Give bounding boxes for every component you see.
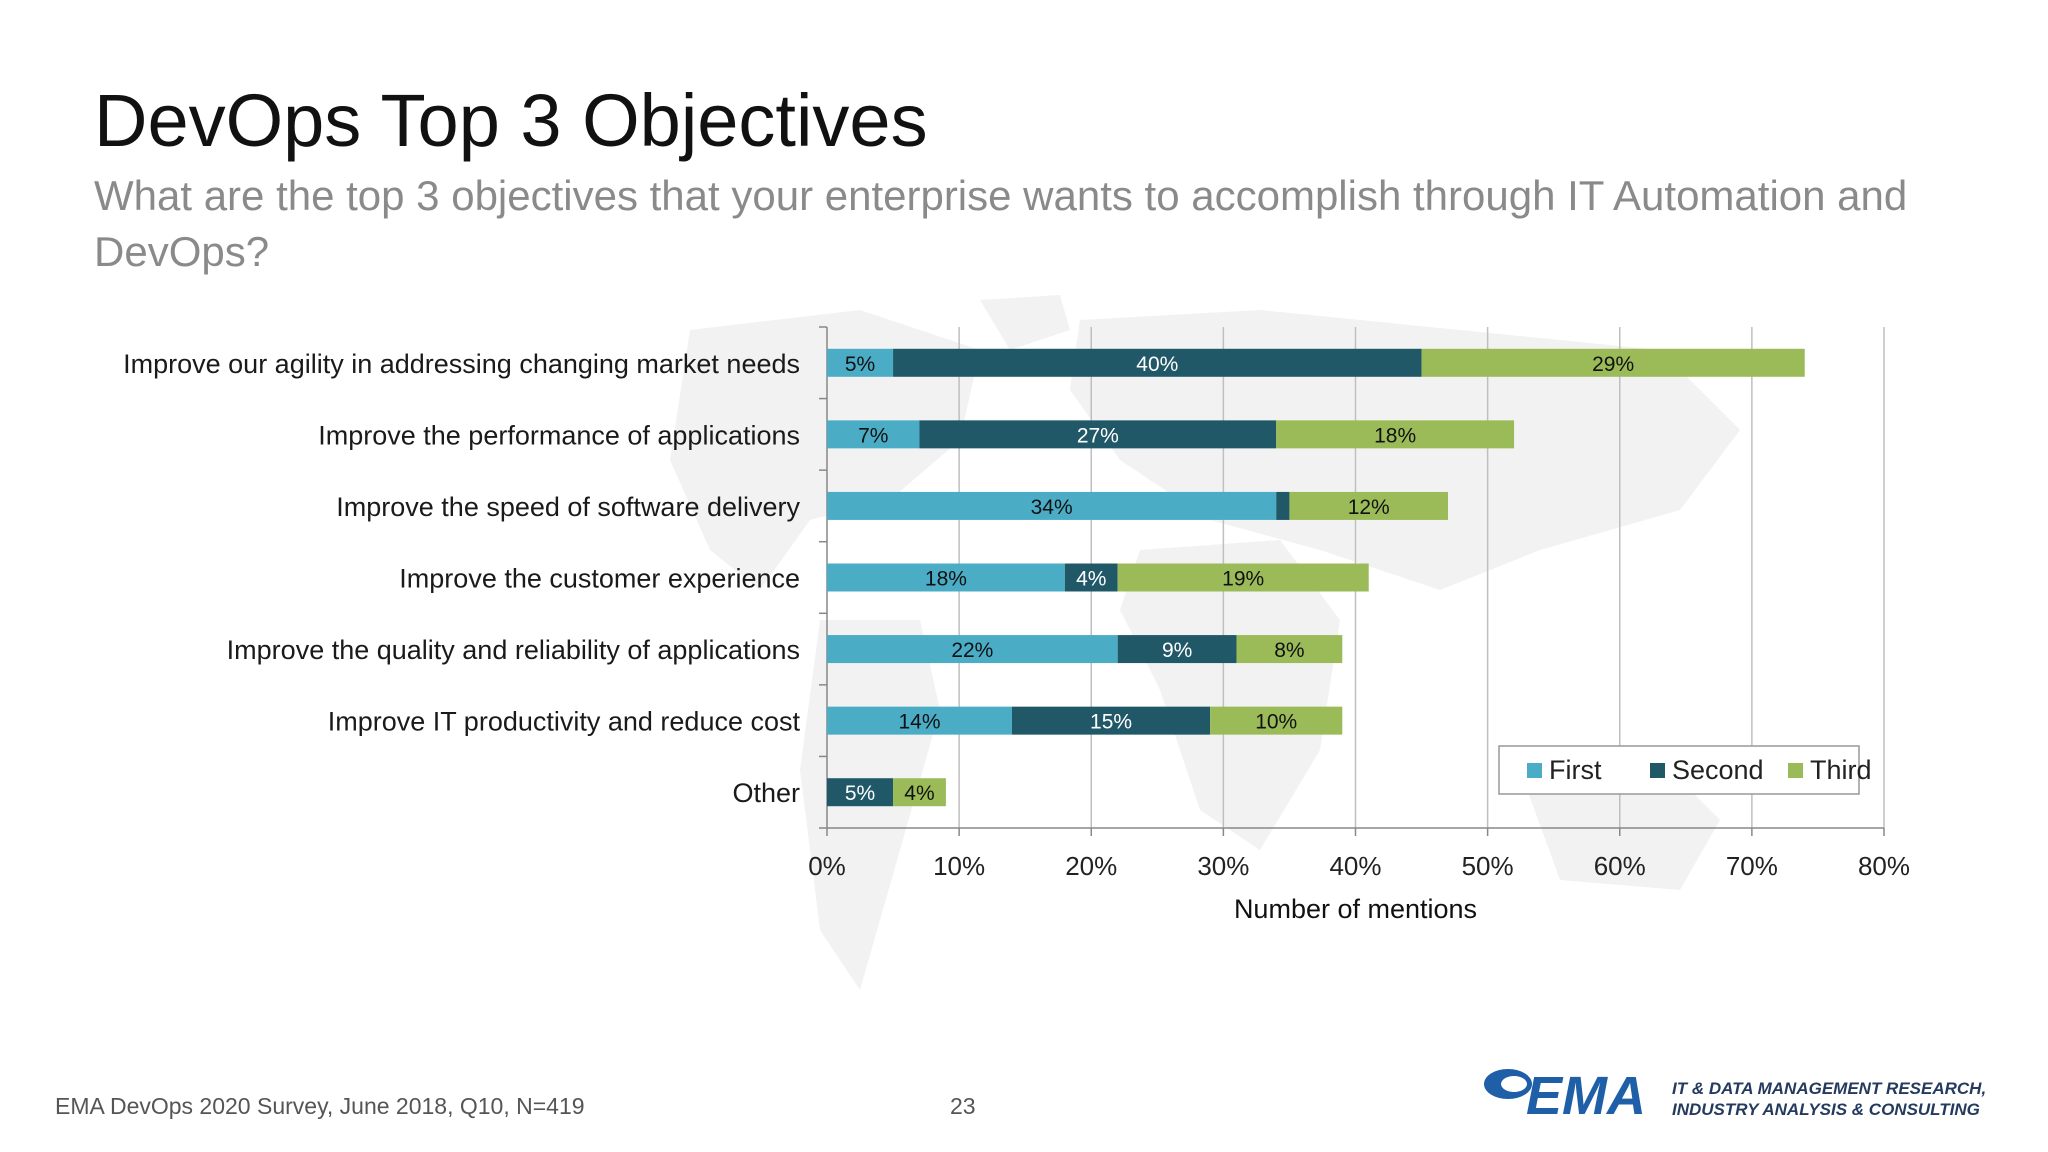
x-tick-label: 80% [1858, 851, 1910, 881]
tagline-line-1: IT & DATA MANAGEMENT RESEARCH, [1672, 1079, 1987, 1098]
data-label: 9% [1162, 639, 1192, 662]
data-label: 10% [1255, 711, 1297, 734]
bar-segment-second [1117, 635, 1237, 664]
bar-segment-first [827, 563, 1065, 592]
slide-title: DevOps Top 3 Objectives [94, 79, 928, 162]
data-label: 29% [1592, 353, 1634, 376]
bar-segment-first [827, 706, 1012, 735]
x-tick-label: 0% [808, 851, 846, 881]
bar-segment-first [827, 420, 920, 449]
x-tick-label: 60% [1594, 851, 1646, 881]
legend-label-third: Third [1810, 755, 1872, 785]
data-label: 15% [1090, 711, 1132, 734]
data-label: 4% [1076, 568, 1106, 591]
x-tick-label: 10% [933, 851, 985, 881]
category-label: Improve the customer experience [399, 564, 800, 594]
bar-segment-first [827, 635, 1118, 664]
tagline-line-2: INDUSTRY ANALYSIS & CONSULTING [1672, 1100, 1980, 1119]
data-label: 18% [1374, 424, 1416, 447]
category-label: Other [732, 778, 800, 808]
ema-logo: EMA [1484, 1066, 1646, 1120]
bar-segment-third [1117, 563, 1369, 592]
data-label: 5% [845, 353, 875, 376]
legend-swatch-second [1650, 763, 1665, 778]
x-axis-title: Number of mentions [1234, 894, 1477, 924]
footer-source: EMA DevOps 2020 Survey, June 2018, Q10, … [55, 1093, 585, 1119]
category-label: Improve our agility in addressing changi… [123, 349, 800, 379]
bar-segment-third [893, 778, 946, 807]
data-label: 12% [1348, 496, 1390, 519]
bar-segment-first [827, 491, 1277, 520]
legend-swatch-first [1527, 763, 1542, 778]
data-label: 34% [1031, 496, 1073, 519]
bar-segment-first [827, 348, 894, 377]
data-label: 40% [1136, 353, 1178, 376]
bar-segment-second [893, 348, 1422, 377]
data-label: 27% [1077, 424, 1119, 447]
bar-segment-second [827, 778, 894, 807]
legend-label-first: First [1549, 755, 1602, 785]
data-label: 4% [904, 782, 934, 805]
data-label: 22% [951, 639, 993, 662]
bar-segment-third [1276, 420, 1515, 449]
bar-segment-second [1064, 563, 1118, 592]
data-label: 5% [845, 782, 875, 805]
bar-segment-second [1276, 491, 1290, 520]
x-tick-label: 20% [1065, 851, 1117, 881]
bar-segment-second [1011, 706, 1211, 735]
category-label: Improve the quality and reliability of a… [227, 635, 800, 665]
data-label: 8% [1274, 639, 1304, 662]
data-label: 19% [1222, 568, 1264, 591]
slide-subtitle: What are the top 3 objectives that your … [94, 172, 1908, 275]
category-label: Improve the speed of software delivery [336, 492, 800, 522]
category-label: Improve IT productivity and reduce cost [328, 707, 801, 737]
data-label: 7% [858, 424, 888, 447]
category-label: Improve the performance of applications [318, 420, 800, 450]
legend-label-second: Second [1672, 755, 1764, 785]
x-tick-label: 70% [1726, 851, 1778, 881]
bar-segment-third [1421, 348, 1805, 377]
logo-text: EMA [1526, 1066, 1646, 1120]
bar-segment-second [919, 420, 1277, 449]
x-tick-label: 40% [1329, 851, 1381, 881]
page-number: 23 [950, 1093, 976, 1119]
legend-swatch-third [1788, 763, 1803, 778]
bar-segment-third [1210, 706, 1343, 735]
brand-tagline: IT & DATA MANAGEMENT RESEARCH, INDUSTRY … [1672, 1078, 1986, 1120]
data-label: 14% [898, 711, 940, 734]
x-tick-label: 30% [1197, 851, 1249, 881]
x-tick-label: 50% [1462, 851, 1514, 881]
data-label: 18% [925, 568, 967, 591]
bar-segment-third [1236, 635, 1343, 664]
bar-segment-third [1289, 491, 1448, 520]
